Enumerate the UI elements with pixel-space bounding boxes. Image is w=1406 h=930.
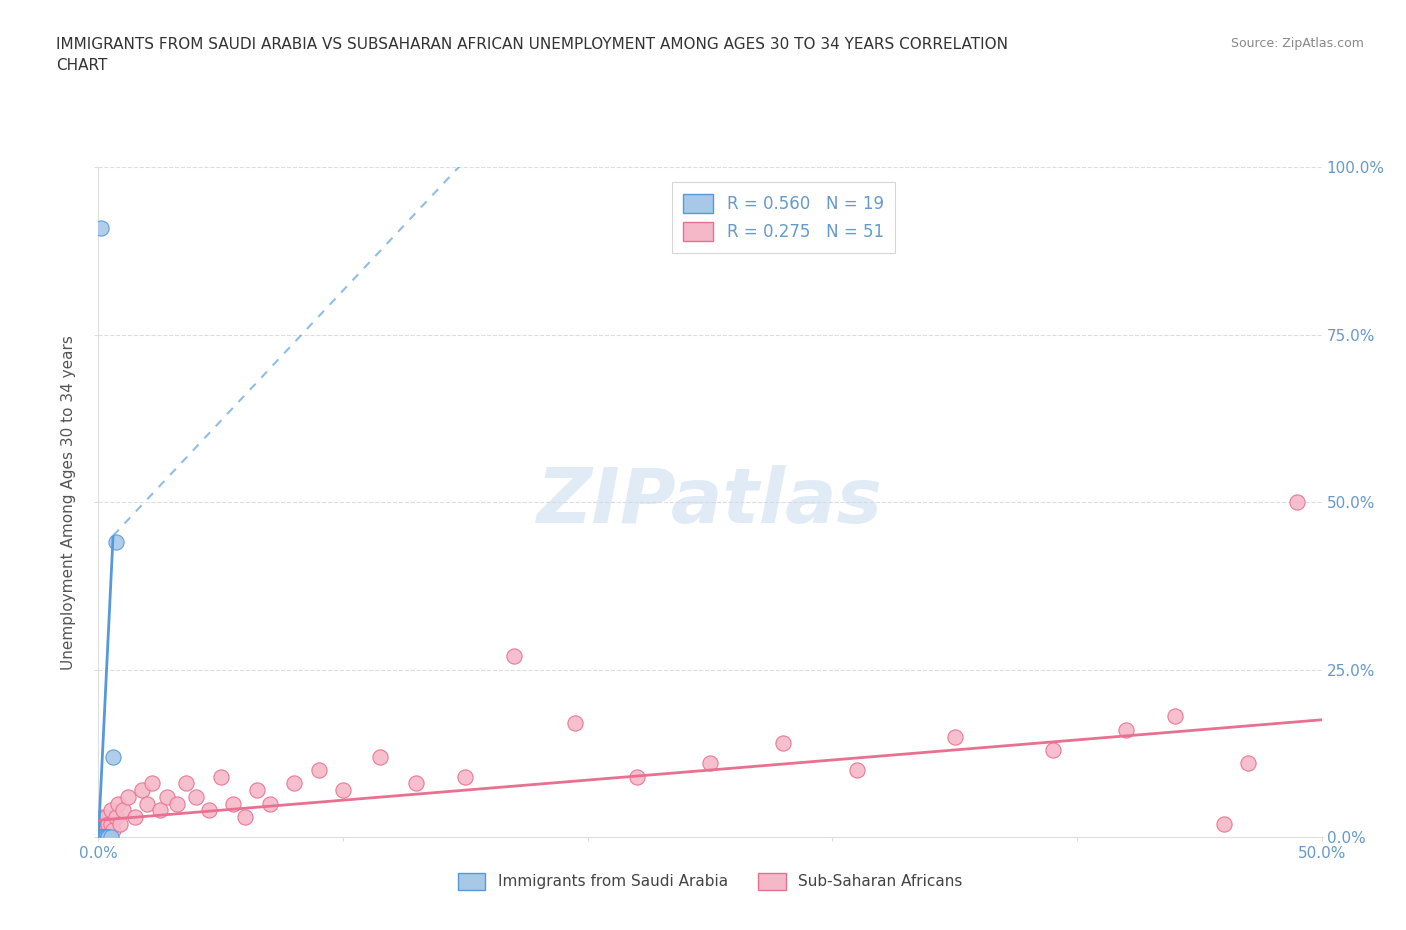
Point — [209, 769, 232, 784]
Point — [259, 796, 281, 811]
Point — [1212, 817, 1234, 831]
Point — [90, 220, 112, 235]
Point — [94, 823, 117, 838]
Point — [626, 769, 648, 784]
Point — [100, 803, 122, 817]
Point — [94, 830, 117, 844]
Text: IMMIGRANTS FROM SAUDI ARABIA VS SUBSAHARAN AFRICAN UNEMPLOYMENT AMONG AGES 30 TO: IMMIGRANTS FROM SAUDI ARABIA VS SUBSAHAR… — [56, 37, 1008, 73]
Point — [1164, 709, 1187, 724]
Point — [1042, 742, 1064, 757]
Point — [283, 776, 305, 790]
Point — [94, 830, 117, 844]
Point — [454, 769, 477, 784]
Point — [94, 809, 117, 824]
Point — [149, 803, 172, 817]
Point — [97, 830, 120, 844]
Point — [90, 830, 112, 844]
Point — [91, 830, 114, 844]
Point — [100, 817, 122, 831]
Point — [699, 756, 721, 771]
Point — [107, 796, 129, 811]
Point — [222, 796, 245, 811]
Point — [136, 796, 159, 811]
Point — [368, 750, 391, 764]
Y-axis label: Unemployment Among Ages 30 to 34 years: Unemployment Among Ages 30 to 34 years — [60, 335, 76, 670]
Point — [90, 830, 112, 844]
Point — [156, 790, 179, 804]
Point — [97, 830, 120, 844]
Text: Source: ZipAtlas.com: Source: ZipAtlas.com — [1230, 37, 1364, 50]
Point — [124, 809, 146, 824]
Point — [91, 809, 114, 824]
Point — [246, 783, 269, 798]
Point — [91, 830, 114, 844]
Point — [94, 830, 117, 844]
Point — [97, 823, 120, 838]
Point — [101, 823, 124, 838]
Point — [308, 763, 330, 777]
Point — [111, 803, 134, 817]
Point — [1115, 723, 1137, 737]
Point — [90, 830, 112, 844]
Point — [90, 830, 112, 844]
Point — [943, 729, 966, 744]
Point — [94, 830, 117, 844]
Point — [104, 809, 127, 824]
Point — [197, 803, 219, 817]
Point — [91, 830, 114, 844]
Point — [332, 783, 354, 798]
Point — [110, 817, 132, 831]
Point — [101, 750, 124, 764]
Point — [100, 830, 122, 844]
Point — [90, 817, 112, 831]
Point — [97, 830, 120, 844]
Point — [233, 809, 256, 824]
Point — [166, 796, 188, 811]
Point — [90, 823, 112, 838]
Point — [104, 535, 127, 550]
Point — [845, 763, 868, 777]
Point — [91, 823, 114, 838]
Point — [91, 830, 114, 844]
Point — [131, 783, 153, 798]
Point — [1237, 756, 1260, 771]
Point — [186, 790, 208, 804]
Point — [141, 776, 163, 790]
Point — [117, 790, 139, 804]
Point — [405, 776, 427, 790]
Point — [772, 736, 794, 751]
Point — [94, 830, 117, 844]
Legend: Immigrants from Saudi Arabia, Sub-Saharan Africans: Immigrants from Saudi Arabia, Sub-Sahara… — [451, 867, 969, 897]
Point — [97, 830, 120, 844]
Text: ZIPatlas: ZIPatlas — [537, 465, 883, 539]
Point — [503, 649, 526, 664]
Point — [97, 817, 120, 831]
Point — [176, 776, 198, 790]
Point — [1286, 495, 1309, 510]
Point — [564, 716, 586, 731]
